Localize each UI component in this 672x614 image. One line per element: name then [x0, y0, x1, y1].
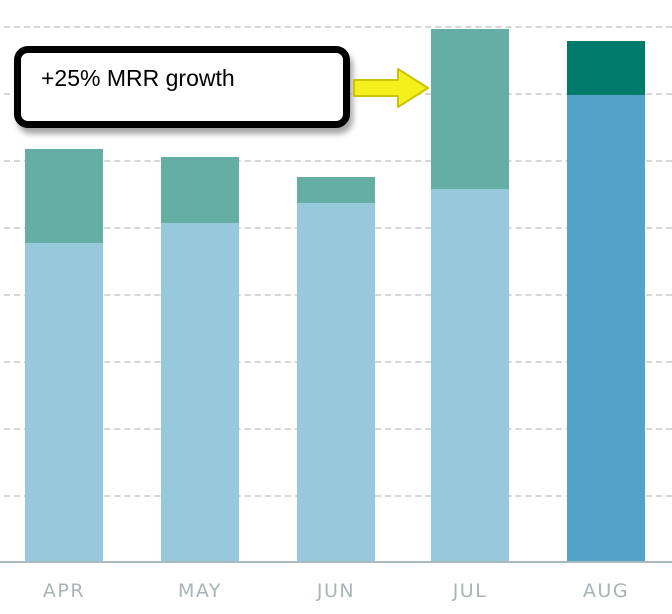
x-tick-label: AUG	[582, 580, 630, 602]
bar-segment-base-mrr	[25, 243, 103, 562]
annotation-callout: +25% MRR growth	[14, 46, 350, 128]
x-tick-label: JUN	[316, 580, 356, 602]
x-tick-label: APR	[42, 580, 86, 602]
gridline	[4, 26, 672, 28]
x-tick-label: JUL	[452, 580, 488, 602]
bar-jul[interactable]	[431, 0, 509, 562]
bar-jun[interactable]	[297, 0, 375, 562]
gridline	[4, 160, 672, 162]
bar-may[interactable]	[161, 0, 239, 562]
x-tick-label: MAY	[177, 580, 223, 602]
bar-segment-base-mrr	[297, 202, 375, 562]
arrow-right-icon	[353, 68, 429, 108]
bar-segment-new-mrr	[25, 149, 103, 244]
bar-segment-base-mrr	[567, 95, 645, 562]
annotation-text: +25% MRR growth	[41, 65, 235, 91]
bar-segment-new-mrr	[431, 28, 509, 189]
bar-segment-base-mrr	[161, 222, 239, 562]
bar-aug[interactable]	[567, 0, 645, 562]
bar-segment-new-mrr	[297, 176, 375, 203]
bar-segment-new-mrr	[567, 40, 645, 95]
x-axis-line	[0, 561, 672, 563]
bar-segment-base-mrr	[431, 188, 509, 562]
chart-plot-area	[4, 0, 672, 562]
bar-segment-new-mrr	[161, 157, 239, 223]
bar-apr[interactable]	[25, 0, 103, 562]
